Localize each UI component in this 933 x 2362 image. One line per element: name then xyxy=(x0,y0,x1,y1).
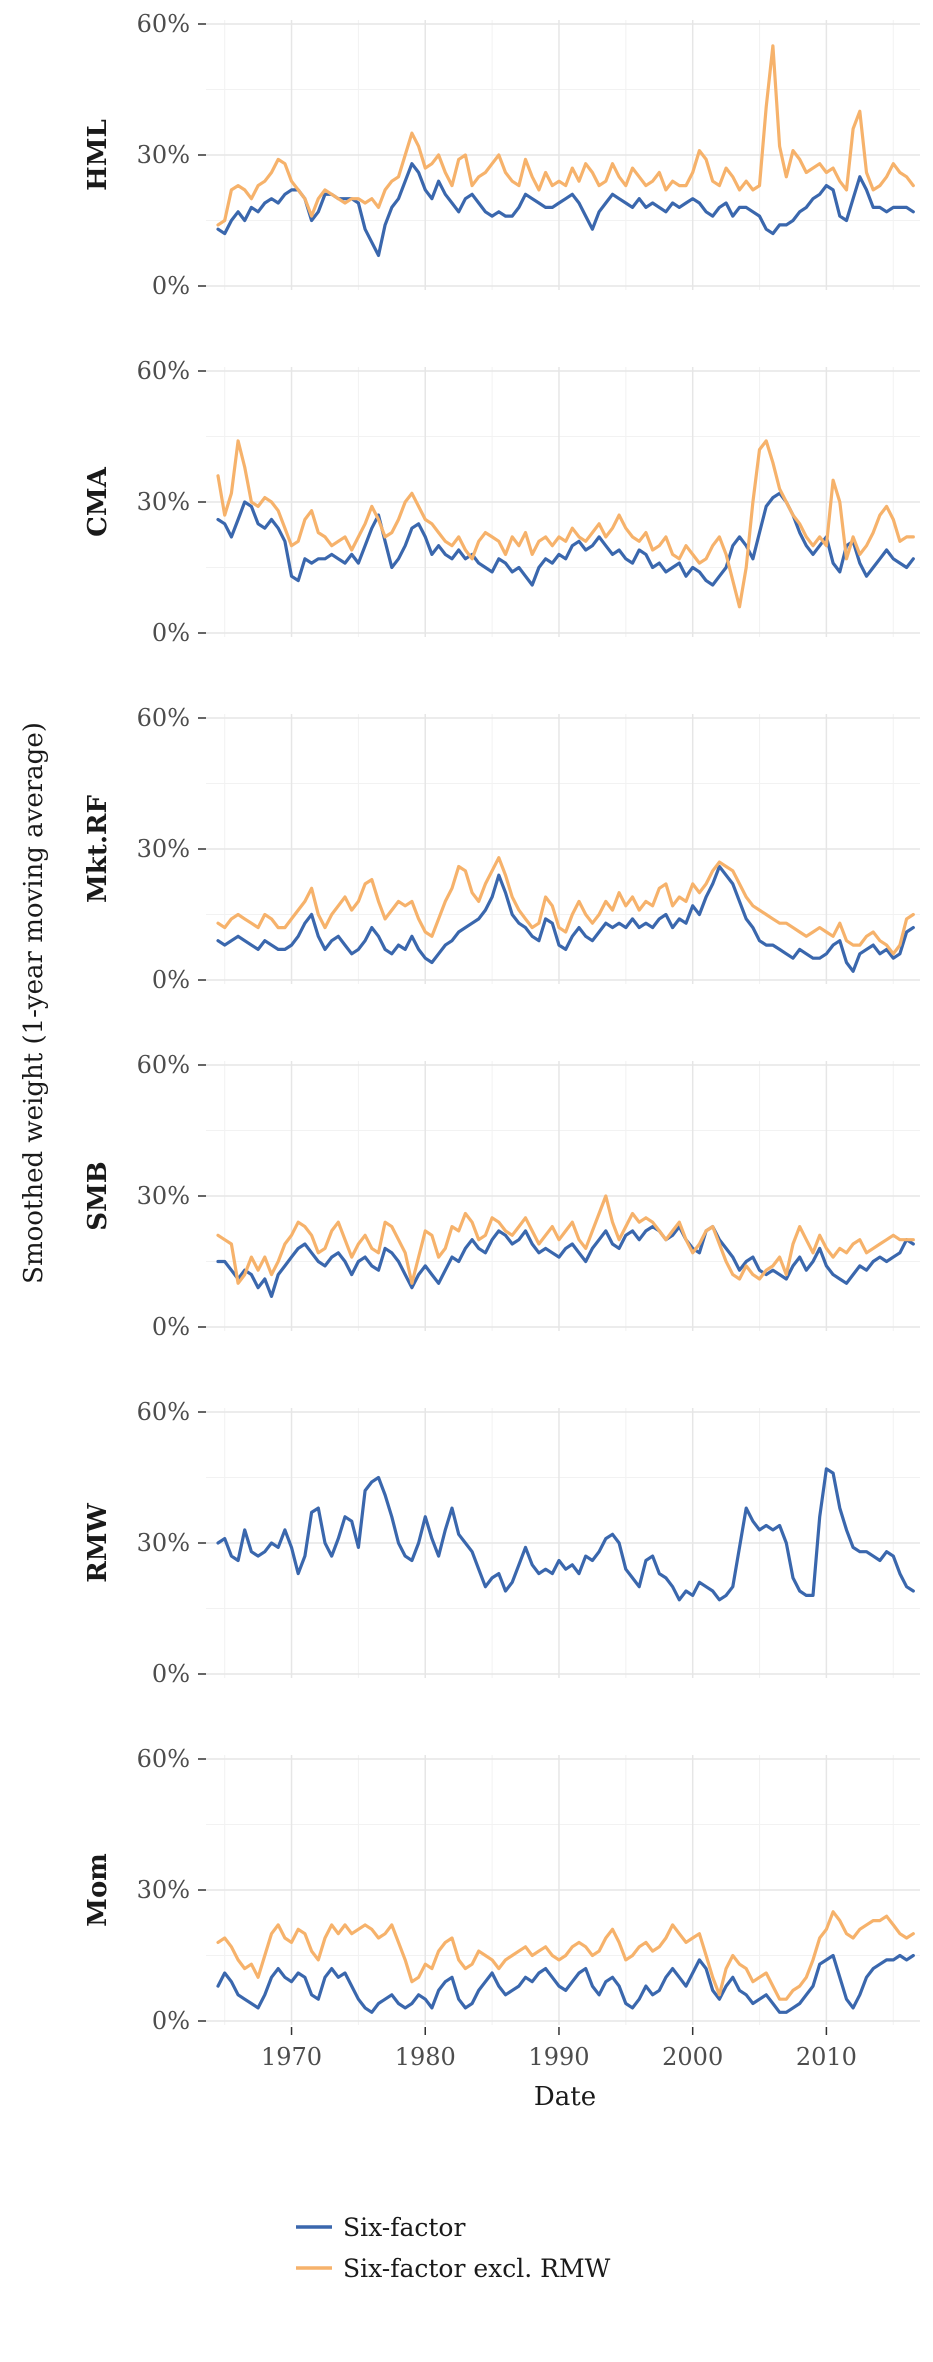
series-line-smb-six-factor xyxy=(216,1224,915,1299)
series-line-hml-six-factor-excl-rmw xyxy=(216,44,915,227)
panels: 0% 30% 60% HML 0% 30% 60% CMA 0% 30% 60% Mkt.RF 0% 30… xyxy=(83,10,920,2035)
y-tick-label: 0% xyxy=(152,1313,190,1341)
series-line-hml-six-factor xyxy=(216,162,915,257)
panel-label: SMB xyxy=(83,1161,113,1231)
series-line-smb-six-factor-excl-rmw xyxy=(216,1194,915,1285)
panel-smb: 0% 30% 60% SMB xyxy=(83,1051,920,1341)
legend-item: Six-factor excl. RMW xyxy=(296,2254,611,2283)
legend: Six-factor Six-factor excl. RMW xyxy=(296,2213,611,2283)
panel-label: Mom xyxy=(83,1853,113,1927)
x-tick-label: 1990 xyxy=(528,2043,589,2071)
panel-cma: 0% 30% 60% CMA xyxy=(83,357,920,647)
series-line-cma-six-factor-excl-rmw xyxy=(216,439,915,609)
y-tick-label: 60% xyxy=(137,357,190,385)
x-axis-title: Date xyxy=(534,2082,596,2112)
series-line-mom-six-factor-excl-rmw xyxy=(216,1910,915,2001)
panel-label: HML xyxy=(83,119,113,191)
y-tick-label: 60% xyxy=(137,10,190,38)
y-tick-label: 30% xyxy=(137,835,190,863)
x-tick-label: 1970 xyxy=(261,2043,322,2071)
y-axis-title: Smoothed weight (1-year moving average) xyxy=(19,722,49,1284)
x-axis-ticks: 1970 1980 1990 2000 2010 xyxy=(261,2027,857,2071)
y-tick-label: 0% xyxy=(152,2007,190,2035)
x-tick-label: 1980 xyxy=(395,2043,456,2071)
panel-label: CMA xyxy=(83,466,113,536)
panel-mkt-rf: 0% 30% 60% Mkt.RF xyxy=(83,704,920,994)
y-tick-label: 30% xyxy=(137,1529,190,1557)
y-tick-label: 0% xyxy=(152,272,190,300)
legend-label: Six-factor xyxy=(343,2213,465,2242)
y-tick-label: 0% xyxy=(152,1660,190,1688)
y-tick-label: 30% xyxy=(137,141,190,169)
legend-item: Six-factor xyxy=(296,2213,465,2242)
y-tick-label: 60% xyxy=(137,1745,190,1773)
x-tick-label: 2000 xyxy=(662,2043,723,2071)
y-tick-label: 30% xyxy=(137,488,190,516)
panel-label: RMW xyxy=(83,1502,113,1582)
panel-mom: 0% 30% 60% Mom xyxy=(83,1745,920,2035)
panel-hml: 0% 30% 60% HML xyxy=(83,10,920,300)
series-line-mom-six-factor xyxy=(216,1953,915,2014)
y-tick-label: 0% xyxy=(152,619,190,647)
legend-label: Six-factor excl. RMW xyxy=(343,2254,611,2283)
y-tick-label: 60% xyxy=(137,1398,190,1426)
y-tick-label: 30% xyxy=(137,1182,190,1210)
x-tick-label: 2010 xyxy=(796,2043,857,2071)
y-tick-label: 60% xyxy=(137,1051,190,1079)
y-tick-label: 0% xyxy=(152,966,190,994)
series-line-mkt-rf-six-factor-excl-rmw xyxy=(216,856,915,956)
series-line-mkt-rf-six-factor xyxy=(216,864,915,973)
series-line-cma-six-factor xyxy=(216,491,915,587)
y-tick-label: 60% xyxy=(137,704,190,732)
series-line-rmw-six-factor xyxy=(216,1467,915,1602)
panel-label: Mkt.RF xyxy=(83,795,113,903)
panel-rmw: 0% 30% 60% RMW xyxy=(83,1398,920,1688)
y-tick-label: 30% xyxy=(137,1876,190,1904)
